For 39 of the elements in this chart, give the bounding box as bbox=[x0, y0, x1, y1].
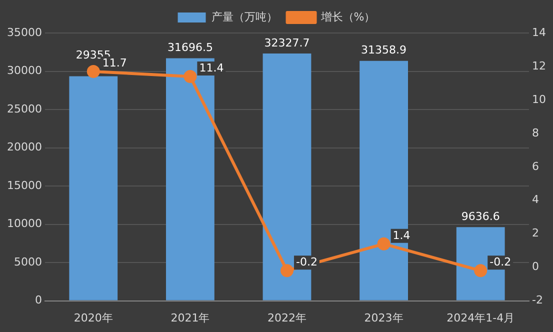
y2-tick-label: 2 bbox=[532, 226, 540, 240]
y-tick-label: 25000 bbox=[6, 102, 42, 116]
data-label: 1.4 bbox=[392, 228, 410, 242]
point bbox=[280, 264, 294, 278]
data-label: -0.2 bbox=[490, 256, 512, 269]
data-label: 31696.5 bbox=[167, 41, 213, 54]
y-tick-label: 35000 bbox=[6, 26, 42, 39]
point bbox=[474, 264, 488, 278]
y-tick-label: 0 bbox=[34, 294, 42, 307]
y2-tick-label: 6 bbox=[532, 160, 540, 173]
y2-tick-label: 12 bbox=[532, 59, 546, 72]
data-label: 9636.6 bbox=[461, 210, 500, 223]
y2-tick-label: 10 bbox=[532, 92, 546, 106]
bar bbox=[360, 60, 408, 300]
y-tick-label: 20000 bbox=[6, 140, 42, 154]
x-tick-label: 2023年 bbox=[364, 311, 404, 324]
y2-tick-label: 4 bbox=[532, 193, 540, 206]
y2-tick-label: 0 bbox=[532, 260, 540, 274]
y-tick-label: 5000 bbox=[14, 255, 42, 268]
point bbox=[184, 70, 197, 84]
point bbox=[377, 237, 390, 250]
legend-label: 产量（万吨） bbox=[211, 10, 278, 24]
x-tick-label: 2022年 bbox=[268, 311, 306, 324]
y-tick-label: 10000 bbox=[6, 217, 42, 230]
x-tick-label: 2021年 bbox=[170, 311, 210, 324]
y-tick-label: 30000 bbox=[6, 64, 42, 78]
y2-tick-label: 14 bbox=[532, 26, 546, 39]
data-label: -0.2 bbox=[296, 256, 318, 269]
data-label: 11.4 bbox=[199, 61, 224, 74]
legend-label: 增长（%） bbox=[320, 10, 376, 24]
y2-tick-label: -2 bbox=[532, 294, 543, 307]
y2-tick-label: 8 bbox=[532, 126, 540, 140]
x-tick-label: 2020年 bbox=[74, 311, 113, 324]
y-tick-label: 15000 bbox=[6, 178, 42, 192]
bar bbox=[69, 76, 118, 300]
point bbox=[86, 64, 100, 78]
x-tick-label: 2024年1-4月 bbox=[446, 311, 515, 324]
data-label: 32327.7 bbox=[264, 36, 310, 50]
data-label: 31358.9 bbox=[361, 44, 407, 57]
